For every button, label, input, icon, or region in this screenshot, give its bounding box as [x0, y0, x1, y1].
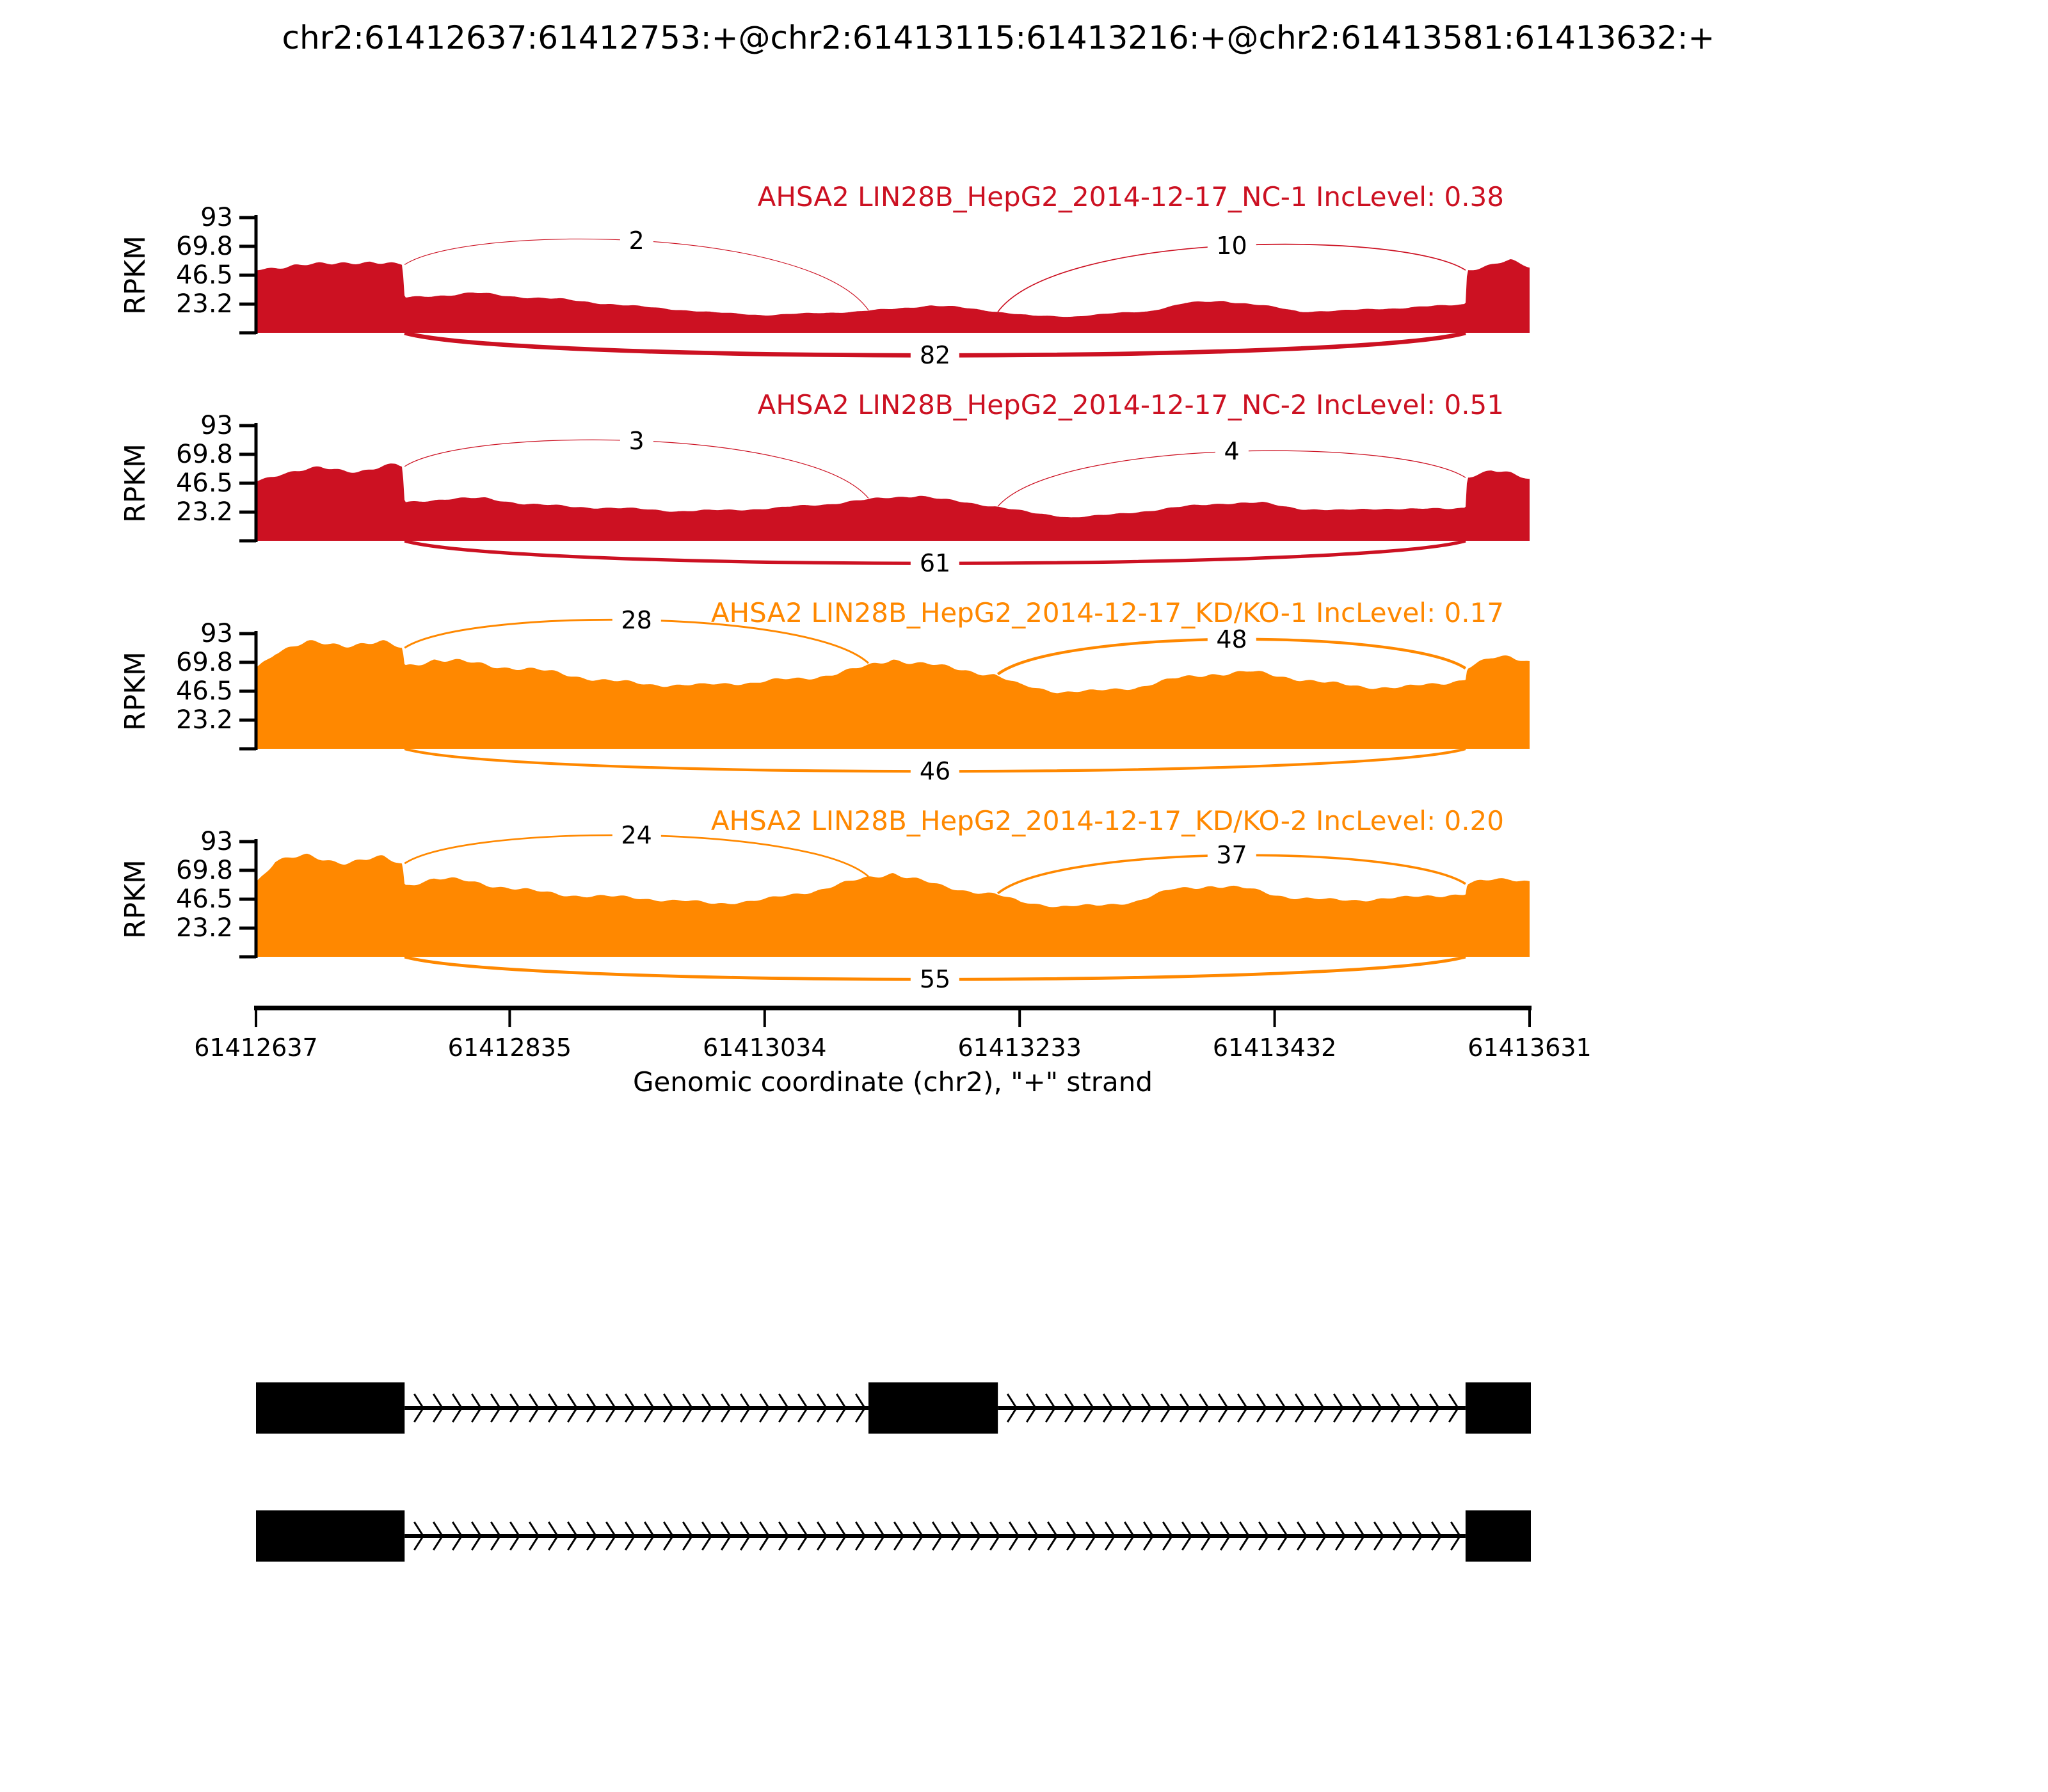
junction-count: 4: [1215, 435, 1249, 468]
y-tick-label: 46.5: [175, 468, 233, 498]
junction-count: 55: [910, 963, 960, 996]
y-tick-label: 69.8: [175, 231, 233, 261]
junction-count: 48: [1207, 623, 1256, 655]
y-tick-label: 23.2: [175, 289, 233, 319]
y-tick-label: 69.8: [175, 439, 233, 469]
junction-count: 61: [910, 547, 960, 580]
y-tick-label: 69.8: [175, 647, 233, 677]
track-label: AHSA2 LIN28B_HepG2_2014-12-17_KD/KO-2 In…: [710, 805, 1504, 836]
x-axis-label: Genomic coordinate (chr2), "+" strand: [632, 1066, 1153, 1098]
track-label: AHSA2 LIN28B_HepG2_2014-12-17_NC-1 IncLe…: [757, 181, 1504, 212]
y-tick-label: 93: [200, 827, 233, 856]
junction-count: 2: [620, 224, 653, 257]
y-tick-label: 46.5: [175, 260, 233, 290]
y-tick-label: 23.2: [175, 913, 233, 943]
junction-count: 46: [910, 755, 960, 788]
y-tick-label: 93: [200, 203, 233, 232]
y-tick-label: 46.5: [175, 884, 233, 914]
y-axis-title: RPKM: [119, 652, 152, 731]
junction-count: 10: [1207, 229, 1256, 262]
y-axis-title: RPKM: [119, 860, 152, 939]
y-tick-label: 23.2: [175, 705, 233, 735]
y-tick-label: 46.5: [175, 676, 233, 706]
x-tick-label: 61413034: [703, 1034, 827, 1062]
track-label: AHSA2 LIN28B_HepG2_2014-12-17_KD/KO-1 In…: [710, 597, 1504, 628]
junction-count: 28: [612, 604, 661, 636]
y-tick-label: 69.8: [175, 855, 233, 885]
y-tick-label: 93: [200, 619, 233, 648]
x-tick-label: 61412835: [447, 1034, 572, 1062]
plot-title: chr2:61412637:61412753:+@chr2:61413115:6…: [282, 19, 1715, 56]
y-tick-label: 93: [200, 411, 233, 440]
x-tick-label: 61413432: [1212, 1034, 1337, 1062]
junction-count: 82: [910, 339, 960, 372]
x-tick-label: 61413631: [1468, 1034, 1592, 1062]
junction-count: 24: [612, 819, 661, 852]
y-axis-title: RPKM: [119, 236, 152, 315]
y-tick-label: 23.2: [175, 497, 233, 527]
track-label: AHSA2 LIN28B_HepG2_2014-12-17_NC-2 IncLe…: [757, 389, 1504, 420]
x-tick-label: 61412637: [194, 1034, 318, 1062]
y-axis-title: RPKM: [119, 444, 152, 523]
x-tick-label: 61413233: [957, 1034, 1082, 1062]
junction-count: 37: [1207, 839, 1256, 872]
junction-count: 3: [620, 424, 653, 457]
